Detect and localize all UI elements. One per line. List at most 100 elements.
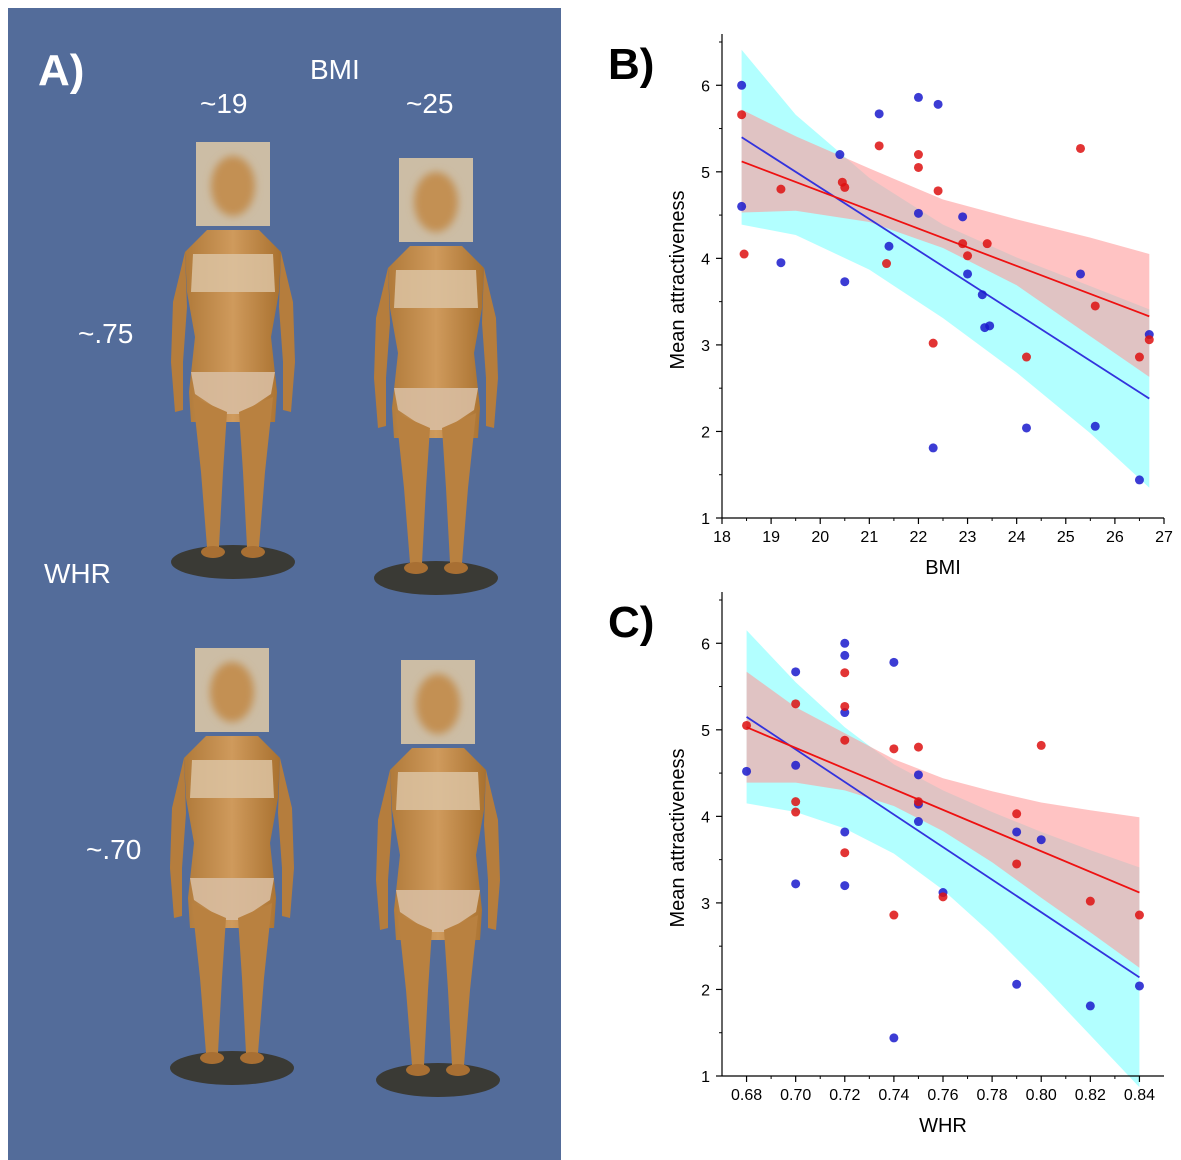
y-tick-label: 3 bbox=[701, 896, 710, 913]
data-point-1-5 bbox=[874, 141, 884, 151]
data-point-0-2 bbox=[776, 258, 786, 268]
y-axis-label: Mean attractiveness bbox=[667, 191, 689, 370]
y-tick-label: 4 bbox=[701, 809, 710, 826]
confidence-band-1 bbox=[746, 671, 1140, 968]
data-points bbox=[737, 80, 1154, 485]
data-point-1-8 bbox=[889, 744, 899, 754]
data-point-0-3 bbox=[791, 879, 801, 889]
data-point-0-13 bbox=[977, 290, 987, 300]
data-point-1-13 bbox=[982, 239, 992, 249]
x-tick-label: 21 bbox=[860, 529, 878, 546]
regression-line-0 bbox=[741, 136, 1150, 400]
data-point-0-19 bbox=[1134, 475, 1144, 485]
x-tick-label: 0.84 bbox=[1124, 1087, 1155, 1104]
x-tick-label: 18 bbox=[713, 529, 731, 546]
data-point-1-15 bbox=[1036, 740, 1046, 750]
data-point-0-7 bbox=[913, 92, 923, 102]
bmi-high-label: ~25 bbox=[406, 88, 454, 119]
x-tick-label: 0.80 bbox=[1026, 1087, 1057, 1104]
x-tick-label: 23 bbox=[959, 529, 977, 546]
x-tick-label: 0.76 bbox=[927, 1087, 958, 1104]
figure-photos bbox=[8, 8, 561, 1160]
x-tick-label: 0.82 bbox=[1075, 1087, 1106, 1104]
x-tick-label: 20 bbox=[811, 529, 829, 546]
fit-lines bbox=[746, 716, 1140, 979]
figure-bmi25-whr070 bbox=[376, 660, 500, 1097]
x-tick-label: 22 bbox=[910, 529, 928, 546]
data-point-1-17 bbox=[1134, 352, 1144, 362]
x-tick-label: 24 bbox=[1008, 529, 1026, 546]
x-tick-label: 0.78 bbox=[977, 1087, 1008, 1104]
data-point-0-9 bbox=[889, 657, 899, 667]
data-point-1-10 bbox=[913, 742, 923, 752]
data-point-1-14 bbox=[1021, 352, 1031, 362]
y-tick-label: 2 bbox=[701, 982, 710, 999]
data-point-1-7 bbox=[913, 150, 923, 160]
bmi-low-label: ~19 bbox=[200, 88, 248, 119]
y-tick-label: 5 bbox=[701, 165, 710, 182]
data-point-0-15 bbox=[985, 321, 995, 331]
data-point-0-19 bbox=[1134, 981, 1144, 991]
data-point-0-12 bbox=[963, 269, 973, 279]
data-point-0-1 bbox=[791, 667, 801, 677]
data-point-1-12 bbox=[938, 892, 948, 902]
panel-b-label: B) bbox=[608, 40, 655, 89]
data-point-1-13 bbox=[1012, 809, 1022, 819]
whr-high-label: ~.75 bbox=[78, 318, 134, 349]
data-point-0-5 bbox=[840, 650, 850, 660]
x-tick-label: 25 bbox=[1057, 529, 1075, 546]
data-point-0-7 bbox=[840, 827, 850, 837]
y-tick-label: 4 bbox=[701, 251, 710, 268]
data-point-1-11 bbox=[958, 239, 968, 249]
data-point-1-4 bbox=[840, 182, 850, 192]
data-point-1-16 bbox=[1090, 301, 1100, 311]
x-tick-label: 27 bbox=[1155, 529, 1173, 546]
data-point-0-15 bbox=[1012, 827, 1022, 837]
data-point-1-9 bbox=[928, 338, 938, 348]
figure-bmi19-whr075 bbox=[171, 142, 295, 579]
x-axis-label: BMI bbox=[925, 557, 961, 579]
data-point-0-11 bbox=[958, 212, 968, 222]
data-point-1-7 bbox=[840, 848, 850, 858]
data-point-1-11 bbox=[913, 797, 923, 807]
fit-lines bbox=[741, 136, 1150, 400]
data-point-1-1 bbox=[739, 249, 749, 259]
bmi-header: BMI bbox=[310, 54, 360, 85]
data-point-0-8 bbox=[840, 881, 850, 891]
chart-c-whr-vs-attractiveness: 0.68 0.70 0.72 0.74 0.76 0.78 0.80 0.82 0.84 1 2 3 4… bbox=[667, 592, 1164, 1137]
data-point-0-8 bbox=[913, 208, 923, 218]
x-tick-label: 0.68 bbox=[731, 1087, 762, 1104]
data-point-1-14 bbox=[1012, 859, 1022, 869]
data-point-0-0 bbox=[742, 766, 752, 776]
x-tick-label: 0.72 bbox=[829, 1087, 860, 1104]
data-point-0-5 bbox=[874, 109, 884, 119]
x-axis-label: WHR bbox=[919, 1115, 967, 1137]
panel-a-label: A) bbox=[38, 46, 85, 95]
data-point-0-10 bbox=[933, 99, 943, 109]
data-point-0-16 bbox=[1012, 979, 1022, 989]
y-tick-label: 1 bbox=[701, 1069, 710, 1086]
data-point-0-13 bbox=[913, 817, 923, 827]
y-tick-label: 6 bbox=[701, 78, 710, 95]
data-point-1-15 bbox=[1076, 143, 1086, 153]
data-point-0-9 bbox=[928, 443, 938, 453]
data-point-0-16 bbox=[1021, 423, 1031, 433]
data-point-0-6 bbox=[884, 241, 894, 251]
data-point-0-3 bbox=[835, 150, 845, 160]
y-tick-label: 6 bbox=[701, 636, 710, 653]
y-axis-label: Mean attractiveness bbox=[667, 749, 689, 928]
regression-line-1 bbox=[746, 726, 1140, 894]
y-tick-label: 1 bbox=[701, 511, 710, 528]
data-point-1-1 bbox=[791, 699, 801, 709]
whr-header: WHR bbox=[44, 558, 111, 589]
data-point-1-10 bbox=[933, 186, 943, 196]
data-point-1-12 bbox=[963, 251, 973, 261]
data-point-1-17 bbox=[1134, 910, 1144, 920]
data-point-0-17 bbox=[1076, 269, 1086, 279]
data-point-1-5 bbox=[840, 701, 850, 711]
x-tick-label: 0.74 bbox=[878, 1087, 909, 1104]
regression-line-1 bbox=[741, 160, 1150, 318]
data-point-0-4 bbox=[840, 277, 850, 287]
data-point-0-2 bbox=[791, 760, 801, 770]
